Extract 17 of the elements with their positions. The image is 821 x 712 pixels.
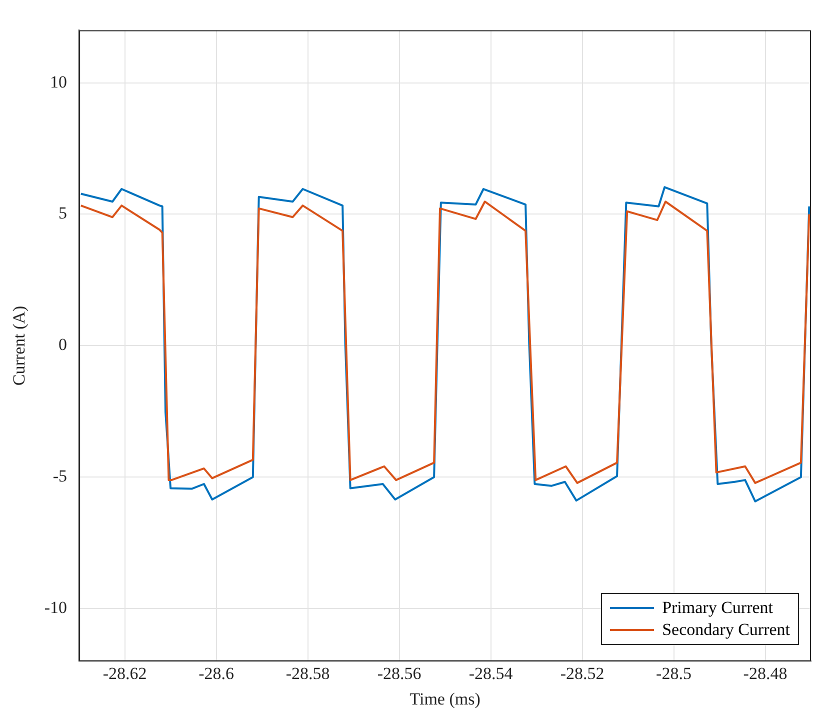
y-tick-label: 10 (50, 72, 68, 92)
y-axis-title: Current (A) (10, 306, 29, 386)
x-tick-label: -28.58 (286, 664, 330, 683)
x-tick-label: -28.6 (198, 664, 234, 683)
y-tick-label: -10 (44, 598, 68, 618)
y-tick-label: 5 (58, 204, 68, 223)
x-tick-label: -28.62 (102, 664, 147, 683)
x-tick-label: -28.54 (468, 664, 514, 683)
x-axis-title: Time (ms) (410, 689, 480, 708)
y-tick-label: 0 (58, 335, 68, 354)
legend-label: Primary Current (662, 597, 774, 620)
x-tick-label: -28.52 (560, 664, 604, 683)
legend-label: Secondary Current (662, 619, 790, 642)
x-tick-label: -28.48 (743, 664, 788, 683)
y-tick-label: -5 (52, 466, 68, 486)
x-tick-label: -28.5 (656, 664, 692, 683)
x-tick-label: -28.56 (377, 664, 422, 683)
